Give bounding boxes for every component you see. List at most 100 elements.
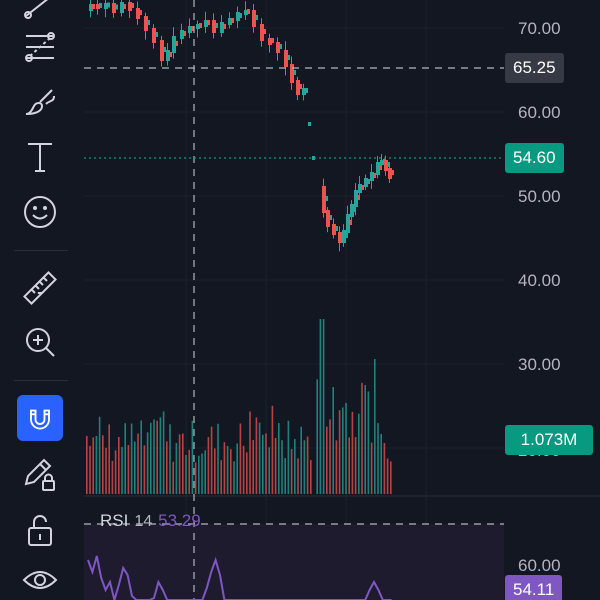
candle-body: [236, 12, 240, 21]
candle-body: [188, 26, 192, 33]
candle-body: [322, 186, 326, 213]
drawing-toolbar: [0, 0, 80, 600]
volume-bar: [166, 441, 168, 494]
price-axis-label: 40.00: [518, 271, 561, 290]
volume-bar: [114, 450, 117, 494]
chart-area[interactable]: 70.00 60.00 50.00 40.00 30.00 20.00 60.0…: [84, 0, 600, 600]
volume-bar: [262, 434, 264, 494]
candle-body: [349, 220, 352, 225]
candle-body: [128, 2, 132, 11]
volume-bar: [130, 423, 133, 494]
candle-body: [380, 160, 384, 165]
volume-bar: [89, 445, 91, 494]
volume-bar: [246, 452, 248, 494]
candle-body: [99, 3, 102, 8]
volume-bar: [326, 426, 328, 494]
volume-bar: [102, 435, 104, 494]
volume-bar: [265, 433, 267, 494]
volume-bar: [319, 319, 322, 494]
volume-bar: [92, 437, 94, 494]
candle-body: [370, 172, 374, 181]
volume-bar: [335, 440, 338, 494]
candle-body: [268, 38, 272, 45]
candle-body: [180, 30, 184, 39]
volume-bar: [252, 440, 254, 494]
candle-body: [169, 52, 172, 57]
volume-bar: [223, 442, 226, 494]
rsi-legend[interactable]: RSI 14 53.29: [100, 511, 201, 531]
volume-bar: [236, 443, 238, 494]
volume-bar: [383, 443, 386, 494]
volume-bar: [162, 411, 165, 494]
candle-body: [144, 16, 148, 31]
volume-bar: [226, 445, 229, 494]
unlock-icon[interactable]: [12, 506, 68, 554]
volume-bar: [108, 424, 110, 494]
volume-bar: [118, 436, 120, 494]
volume-bar: [188, 449, 190, 494]
volume-bar: [345, 402, 347, 494]
volume-bar: [137, 433, 139, 494]
volume-bar: [111, 460, 114, 494]
candle-body: [166, 50, 170, 61]
volume-bar: [242, 445, 245, 494]
candle-body: [89, 4, 93, 11]
candle-body: [299, 84, 302, 89]
volume-bar: [207, 437, 210, 494]
candle-body: [287, 55, 290, 60]
candle-body: [379, 165, 382, 170]
eye-icon[interactable]: [12, 556, 68, 600]
volume-bar: [386, 458, 389, 494]
candle-body: [345, 233, 348, 238]
candle-body: [212, 20, 216, 33]
volume-bar: [249, 411, 251, 494]
zoom-in-icon[interactable]: [12, 318, 68, 366]
candle-body: [131, 3, 134, 8]
volume-bars: [86, 319, 392, 494]
volume-tag: 1.073M: [505, 425, 593, 455]
candle-body: [252, 10, 256, 27]
text-icon[interactable]: [12, 133, 68, 181]
candle-body: [305, 88, 308, 93]
volume-bar: [86, 435, 88, 494]
candle-body: [196, 24, 200, 29]
fib-retracement-icon[interactable]: [12, 23, 68, 71]
volume-bar: [271, 405, 274, 494]
volume-bar: [210, 426, 213, 494]
volume-bar: [284, 458, 286, 494]
volume-bar: [146, 432, 149, 494]
candle-body: [284, 50, 288, 67]
price-chart[interactable]: [84, 0, 600, 600]
volume-bar: [95, 435, 98, 494]
trend-line-icon[interactable]: [12, 0, 68, 30]
volume-bar: [364, 385, 366, 494]
crosshair-price-tag: 65.25: [505, 53, 564, 83]
volume-bar: [121, 447, 123, 494]
pencil-lock-icon[interactable]: [12, 450, 68, 498]
candle-body: [183, 31, 186, 36]
volume-bar: [361, 382, 363, 494]
ruler-icon[interactable]: [12, 264, 68, 312]
candle-body: [255, 15, 258, 20]
volume-bar: [169, 424, 171, 494]
candle-body: [152, 28, 156, 43]
candle-body: [104, 3, 108, 9]
candle-body: [263, 29, 266, 34]
candle-body: [215, 23, 218, 28]
smiley-icon[interactable]: [12, 188, 68, 236]
candle-body: [361, 185, 364, 190]
volume-bar: [239, 423, 242, 494]
candle-body: [207, 20, 210, 25]
candle-body: [220, 22, 224, 33]
candle-body: [223, 24, 226, 29]
candle-body: [239, 13, 242, 18]
price-axis-label: 60.00: [518, 103, 561, 122]
volume-bar: [159, 417, 162, 494]
candle-body: [326, 210, 330, 227]
magnet-icon[interactable]: [17, 395, 63, 441]
candle-body: [329, 215, 332, 220]
brush-icon[interactable]: [12, 78, 68, 126]
volume-bar: [217, 423, 219, 494]
candles: [89, 0, 394, 252]
volume-bar: [214, 448, 216, 494]
